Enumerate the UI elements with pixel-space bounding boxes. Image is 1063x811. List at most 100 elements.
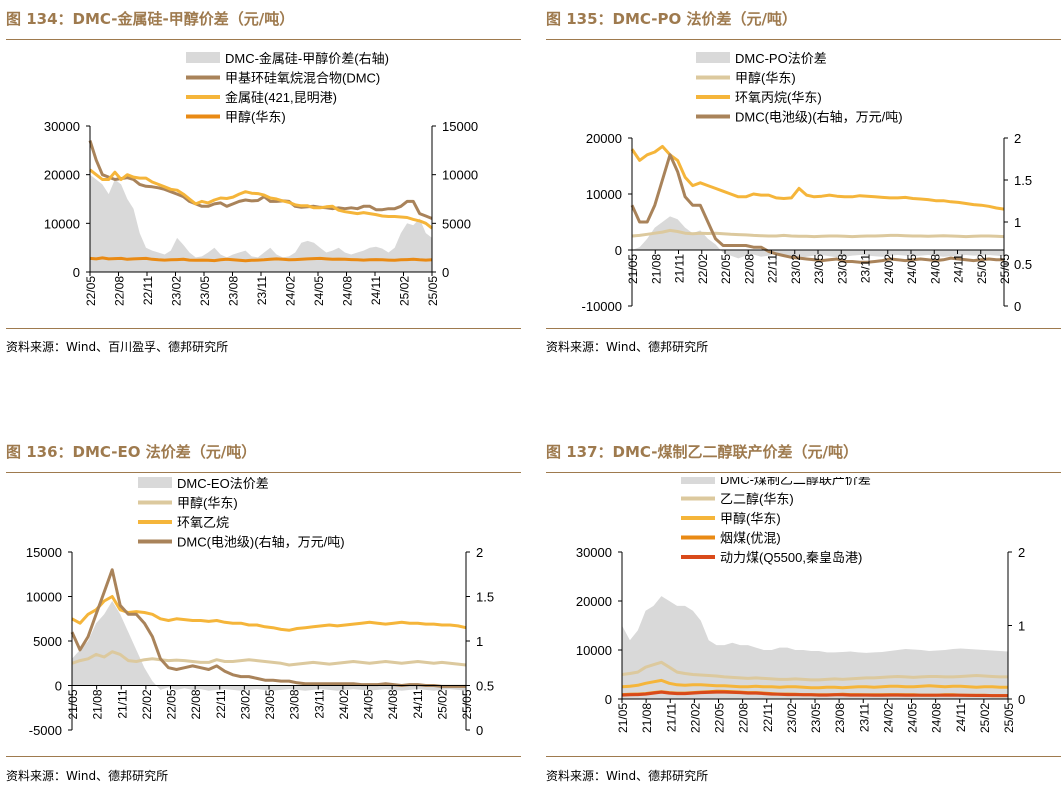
left-tick-label: -10000 (582, 299, 622, 314)
left-tick-label: 10000 (586, 187, 622, 202)
right-tick-label: 0 (1014, 299, 1021, 314)
legend-swatch (696, 52, 730, 63)
x-tick-label: 24/11 (954, 703, 968, 732)
legend-swatch (186, 52, 220, 63)
chart-title: 图 135：DMC-PO 法价差（元/吨） (546, 10, 797, 28)
chart-134: DMC-金属硅-甲醇价差(右轴) 甲基环硅氧烷混合物(DMC) 金属硅(421,昆明… (44, 51, 478, 306)
source-note: 资料来源：Wind、百川盈孚、德邦研究所 (6, 340, 229, 354)
source-rule (6, 756, 521, 757)
x-tick-label: 24/08 (930, 703, 944, 733)
legend-label: 甲醇(华东) (735, 71, 796, 86)
x-tick-label: 23/11 (255, 276, 269, 305)
x-tick-label: 22/02 (688, 703, 702, 733)
x-tick-label: 21/08 (640, 703, 654, 733)
left-tick-label: 5000 (33, 634, 62, 649)
x-tick-label: 22/11 (766, 254, 780, 283)
right-tick-label: 0 (1018, 692, 1025, 707)
left-tick-label: 30000 (44, 119, 80, 134)
legend-label: 烟煤(优混) (720, 531, 781, 546)
x-tick-label: 24/05 (906, 703, 920, 733)
legend-label: 甲醇(华东) (225, 110, 286, 125)
legend-swatch (681, 477, 715, 484)
panel-dmc-silicon-methanol: 图 134：DMC-金属硅-甲醇价差（元/吨） DMC-金属硅-甲醇价差(右轴)… (6, 8, 521, 378)
legend-label: 金属硅(421,昆明港) (225, 90, 337, 105)
right-tick-label: 1.5 (476, 590, 494, 605)
legend-label: 甲醇(华东) (720, 511, 781, 526)
chart-136: DMC-EO法价差甲醇(华东)环氧乙烷DMC(电池级)(右轴，万元/吨)1500… (26, 477, 494, 738)
series-line (71, 650, 467, 667)
legend-label: 甲醇(华东) (177, 496, 238, 511)
source-rule (546, 328, 1061, 329)
chart-title: 图 137：DMC-煤制乙二醇联产价差（元/吨） (546, 443, 858, 461)
legend-label: DMC-煤制乙二醇联产价差 (720, 477, 871, 487)
left-tick-label: -5000 (29, 723, 62, 738)
x-tick-label: 24/08 (386, 689, 400, 719)
right-tick-label: 2 (476, 545, 483, 560)
x-tick-label: 23/08 (227, 276, 241, 306)
x-tick-label: 22/08 (737, 703, 751, 733)
x-tick-label: 24/02 (337, 689, 351, 719)
x-tick-label: 24/11 (369, 276, 383, 305)
x-tick-label: 24/08 (928, 254, 942, 284)
legend-label: 动力煤(Q5500,秦皇岛港) (720, 550, 862, 565)
x-tick-label: 23/02 (170, 276, 184, 306)
legend-label: 甲基环硅氧烷混合物(DMC) (225, 71, 380, 86)
legend-label: DMC(电池级)(右轴，万元/吨) (735, 110, 903, 125)
x-tick-label: 24/08 (341, 276, 355, 306)
x-tick-label: 25/05 (1002, 703, 1016, 733)
x-tick-label: 23/05 (263, 689, 277, 719)
x-tick-label: 23/08 (288, 689, 302, 719)
x-tick-label: 23/05 (198, 276, 212, 306)
x-tick-label: 22/05 (713, 703, 727, 733)
series-area (72, 601, 466, 691)
right-tick-label: 1 (1018, 619, 1025, 634)
left-tick-label: 30000 (576, 545, 612, 560)
x-tick-label: 22/11 (214, 689, 228, 718)
x-tick-label: 22/05 (165, 689, 179, 719)
x-tick-label: 23/05 (812, 254, 826, 284)
x-tick-label: 24/05 (312, 276, 326, 306)
title-rule (6, 39, 521, 40)
right-tick-label: 2 (1014, 131, 1021, 146)
x-tick-label: 22/05 (719, 254, 733, 284)
x-tick-label: 21/11 (664, 703, 678, 732)
left-tick-label: 0 (605, 692, 612, 707)
source-note: 资料来源：Wind、德邦研究所 (6, 769, 169, 783)
x-tick-label: 23/02 (238, 689, 252, 719)
series-line (88, 140, 433, 220)
source-note: 资料来源：Wind、德邦研究所 (546, 769, 709, 783)
x-tick-label: 25/05 (426, 276, 440, 306)
x-tick-label: 23/02 (785, 703, 799, 733)
right-tick-label: 1.5 (1014, 173, 1032, 188)
series-line (89, 168, 433, 230)
legend-label: 环氧乙烷 (177, 515, 229, 530)
legend-label: 乙二醇(华东) (720, 492, 794, 507)
x-tick-label: 25/02 (435, 689, 449, 719)
title-rule (6, 472, 521, 473)
right-tick-label: 10000 (442, 168, 478, 183)
title-rule (546, 472, 1061, 473)
x-tick-label: 25/05 (460, 689, 474, 719)
series-area (90, 174, 432, 272)
series-line (89, 256, 433, 263)
source-rule (6, 328, 521, 329)
x-tick-label: 21/11 (673, 254, 687, 283)
series-line (621, 660, 1008, 682)
right-tick-label: 1 (476, 634, 483, 649)
x-tick-label: 25/02 (978, 703, 992, 733)
legend-label: DMC-金属硅-甲醇价差(右轴) (225, 51, 389, 66)
panel-dmc-coal-glycol-spread: 图 137：DMC-煤制乙二醇联产价差（元/吨） DMC-煤制乙二醇联产价差乙二… (546, 441, 1061, 811)
legend-label: DMC(电池级)(右轴，万元/吨) (177, 535, 345, 550)
x-tick-label: 23/11 (859, 254, 873, 283)
source-rule (546, 756, 1061, 757)
x-tick-label: 21/05 (616, 703, 630, 733)
left-tick-label: 20000 (586, 131, 622, 146)
x-tick-label: 21/08 (91, 689, 105, 719)
right-tick-label: 5000 (442, 216, 471, 231)
series-line (630, 144, 1005, 211)
x-tick-label: 23/05 (809, 703, 823, 733)
x-tick-label: 23/11 (312, 689, 326, 718)
title-rule (546, 39, 1061, 40)
